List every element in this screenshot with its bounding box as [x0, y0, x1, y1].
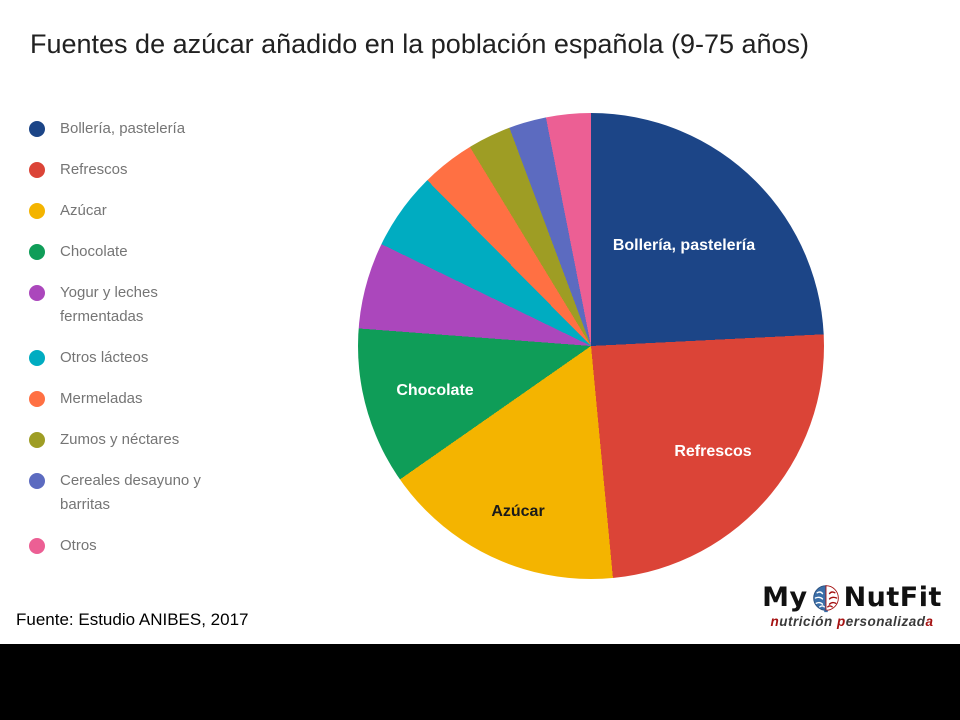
logo-subtitle-part: a [925, 614, 934, 629]
legend-item: Cereales desayuno y barritas [29, 469, 279, 517]
legend-item: Chocolate [29, 240, 279, 264]
legend-item: Otros lácteos [29, 346, 279, 370]
legend-label: Otros [60, 537, 97, 554]
legend-swatch [29, 121, 45, 137]
logo-brand-second: NutFit [843, 582, 942, 613]
legend-swatch [29, 391, 45, 407]
legend-item: Zumos y néctares [29, 428, 279, 452]
legend-swatch [29, 162, 45, 178]
legend-label: Azúcar [60, 202, 107, 219]
logo-brand-first: My [762, 582, 808, 613]
logo-subtitle: nutrición personalizada [762, 614, 942, 629]
legend-item: Bollería, pastelería [29, 117, 279, 141]
chart-legend: Bollería, pastelería Refrescos Azúcar Ch… [29, 117, 279, 575]
legend-label: Refrescos [60, 161, 128, 178]
chart-title: Fuentes de azúcar añadido en la població… [30, 29, 810, 59]
legend-swatch [29, 244, 45, 260]
logo-subtitle-part: p [836, 614, 846, 629]
legend-swatch [29, 350, 45, 366]
pie-slice-label-refrescos: Refrescos [674, 443, 752, 460]
legend-item: Otros [29, 534, 279, 558]
pie-slice-label-bolleria: Bollería, pastelería [612, 237, 756, 254]
legend-swatch [29, 203, 45, 219]
logo-subtitle-part: utrición [779, 614, 837, 629]
legend-item: Refrescos [29, 158, 279, 182]
legend-label: Zumos y néctares [60, 431, 180, 448]
legend-swatch [29, 473, 45, 489]
legend-item: Mermeladas [29, 387, 279, 411]
legend-label: Otros lácteos [60, 349, 149, 366]
legend-label: Chocolate [60, 243, 128, 260]
legend-swatch [29, 538, 45, 554]
pie-slice-label-azucar: Azúcar [491, 503, 545, 520]
legend-item: Azúcar [29, 199, 279, 223]
source-note: Fuente: Estudio ANIBES, 2017 [16, 610, 249, 629]
bottom-black-band [0, 644, 960, 720]
legend-label: Yogur y leches fermentadas [60, 284, 158, 325]
logo-subtitle-part: ersonalizad [845, 614, 926, 629]
logo-subtitle-part: n [770, 614, 780, 629]
legend-swatch [29, 285, 45, 301]
pie-chart: Bollería, pastelería Refrescos Azúcar Ch… [358, 113, 824, 579]
legend-label: Cereales desayuno y barritas [60, 472, 201, 513]
pie-slice-label-chocolate: Chocolate [396, 382, 474, 399]
legend-label: Mermeladas [60, 390, 143, 407]
brand-logo: My NutFit nutrición personalizada [762, 582, 942, 629]
brain-icon [810, 583, 842, 613]
logo-title: My NutFit [762, 582, 942, 613]
legend-swatch [29, 432, 45, 448]
legend-label: Bollería, pastelería [60, 120, 186, 137]
legend-item: Yogur y leches fermentadas [29, 281, 279, 329]
